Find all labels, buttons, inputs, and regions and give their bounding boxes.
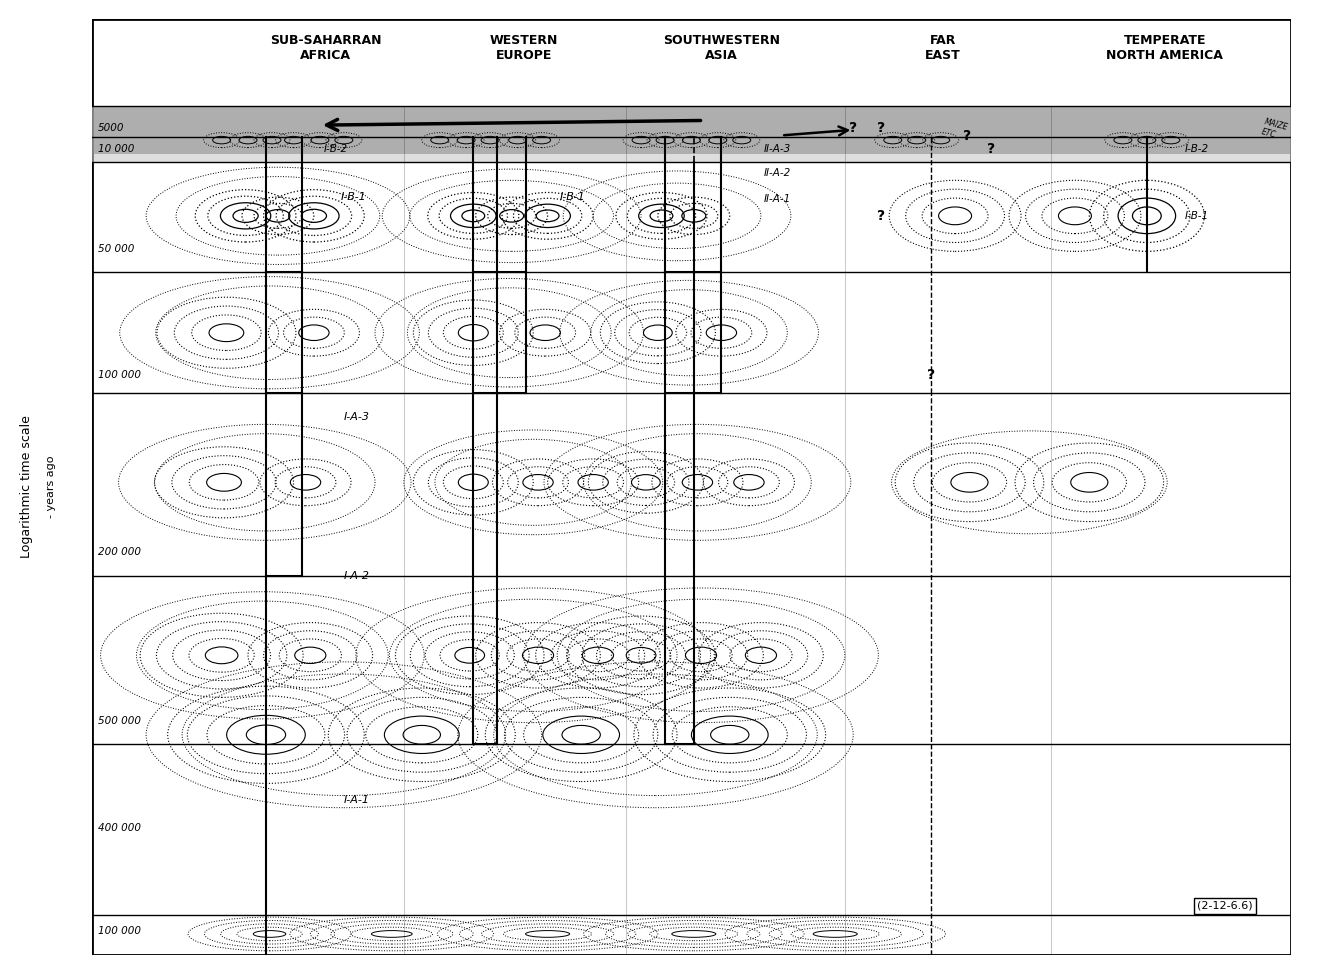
Text: I-A-2: I-A-2 bbox=[344, 571, 370, 581]
Text: SOUTHWESTERN
ASIA: SOUTHWESTERN ASIA bbox=[662, 33, 780, 61]
Text: II-A-2: II-A-2 bbox=[764, 168, 790, 178]
Text: I-B-2: I-B-2 bbox=[1185, 143, 1209, 154]
Text: ?: ? bbox=[877, 121, 885, 135]
Text: 100 000: 100 000 bbox=[99, 370, 141, 380]
Text: 10 000: 10 000 bbox=[99, 143, 134, 154]
Text: ?: ? bbox=[927, 368, 935, 382]
Text: ?: ? bbox=[877, 208, 885, 223]
Text: 500 000: 500 000 bbox=[99, 716, 141, 726]
Text: I-B-1: I-B-1 bbox=[1185, 210, 1209, 221]
Text: SUB-SAHARRAN
AFRICA: SUB-SAHARRAN AFRICA bbox=[270, 33, 382, 61]
Text: (2-12-6.6): (2-12-6.6) bbox=[1197, 901, 1252, 911]
Text: 200 000: 200 000 bbox=[99, 547, 141, 557]
Text: MAIZE
ETC.: MAIZE ETC. bbox=[1260, 117, 1289, 142]
Text: WESTERN
EUROPE: WESTERN EUROPE bbox=[490, 33, 558, 61]
Text: 5000: 5000 bbox=[99, 123, 125, 132]
Text: II-A-1: II-A-1 bbox=[764, 194, 790, 204]
Text: I-B-1: I-B-1 bbox=[560, 192, 585, 203]
Text: 100 000: 100 000 bbox=[99, 926, 141, 936]
Text: I-A-1: I-A-1 bbox=[344, 795, 370, 805]
Bar bbox=[92, 105, 1291, 154]
Text: II-A-3: II-A-3 bbox=[764, 143, 790, 154]
Text: ?: ? bbox=[849, 121, 857, 135]
Text: FAR
EAST: FAR EAST bbox=[926, 33, 961, 61]
Text: ?: ? bbox=[963, 130, 971, 143]
Text: TEMPERATE
NORTH AMERICA: TEMPERATE NORTH AMERICA bbox=[1106, 33, 1223, 61]
Text: 400 000: 400 000 bbox=[99, 823, 141, 834]
Text: - years ago: - years ago bbox=[46, 456, 57, 518]
Text: Logarithmic time scale: Logarithmic time scale bbox=[20, 416, 33, 558]
Text: I-B-1: I-B-1 bbox=[340, 192, 366, 203]
Text: I-B-2: I-B-2 bbox=[324, 143, 348, 154]
Text: ?: ? bbox=[986, 141, 996, 156]
Bar bbox=[92, 105, 1291, 162]
Text: 50 000: 50 000 bbox=[99, 244, 134, 253]
Text: I-A-3: I-A-3 bbox=[344, 412, 370, 422]
